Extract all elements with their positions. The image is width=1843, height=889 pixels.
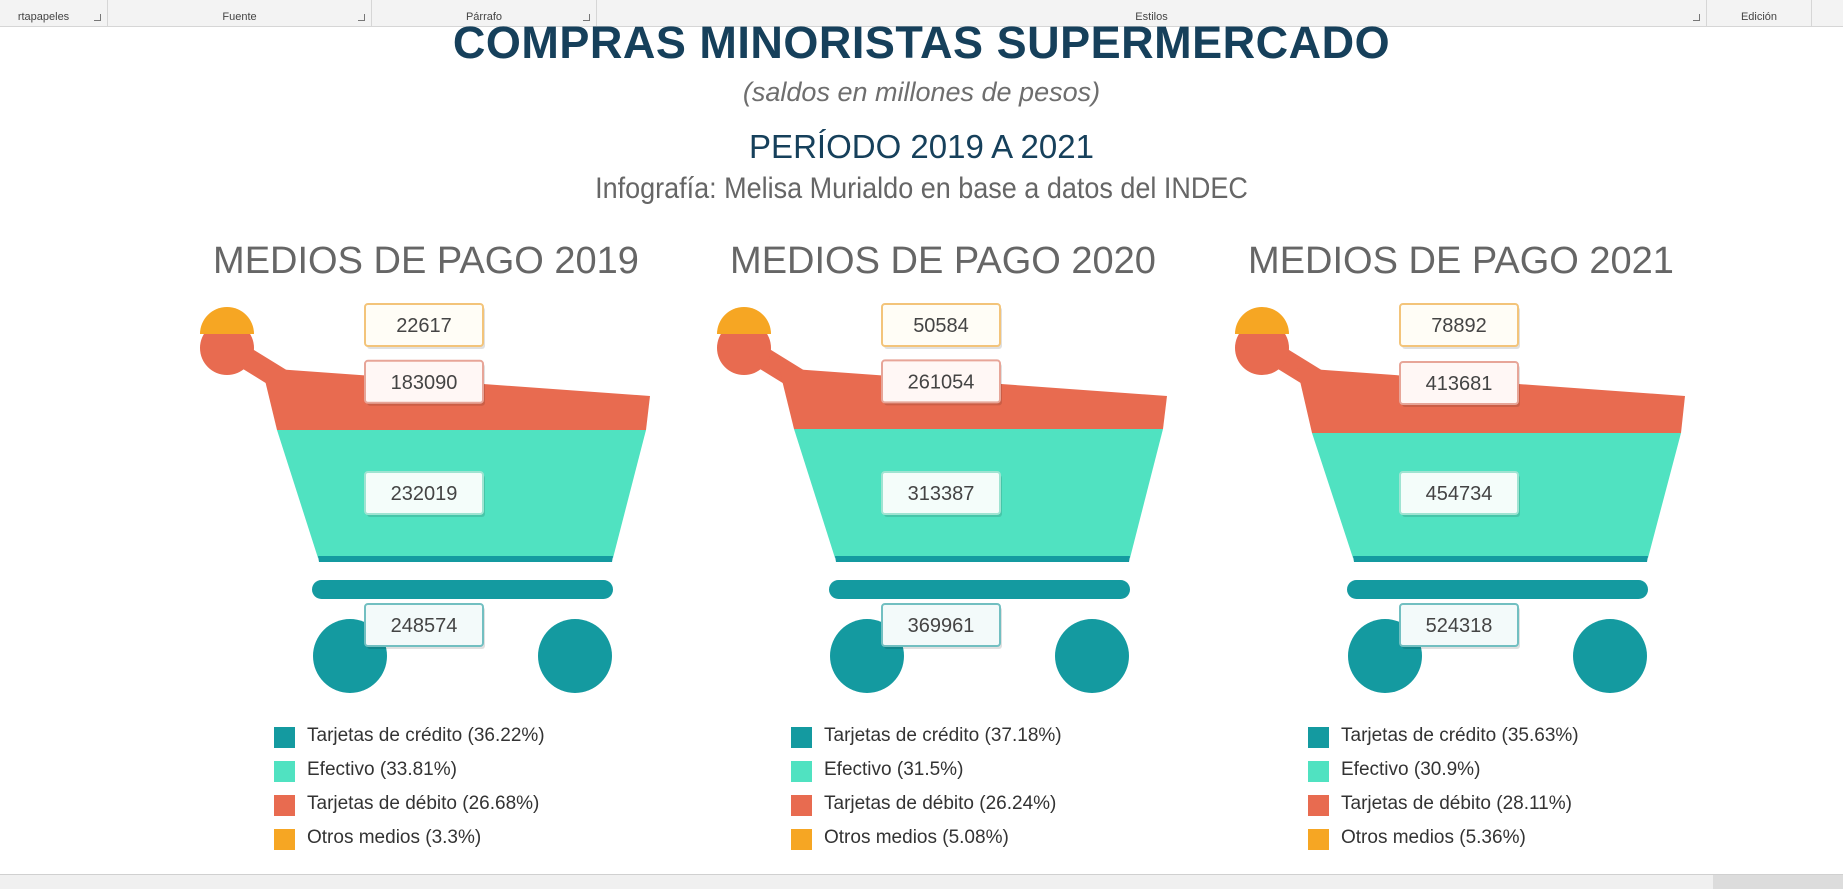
value-label-credito-text: 524318 — [1426, 615, 1493, 637]
legend-label: Otros medios (5.36%) — [1341, 827, 1526, 848]
cart-knob-otros — [717, 307, 771, 334]
ribbon-bar: rtapapeles Fuente Párrafo Estilos Edició… — [0, 0, 1843, 27]
cart-wheel-right — [1055, 619, 1129, 693]
legend-swatch — [274, 727, 295, 748]
cart-wheel-right — [538, 619, 612, 693]
dialog-launcher-icon[interactable] — [94, 14, 101, 21]
dialog-launcher-icon[interactable] — [358, 14, 365, 21]
cart-3: 78892 413681 454734 524318 — [1235, 303, 1685, 693]
basket-bottom — [1353, 556, 1648, 562]
value-label-credito — [1399, 603, 1519, 647]
value-label-credito — [881, 603, 1001, 647]
ribbon-group-paragraph: Párrafo — [372, 0, 597, 26]
legend-label: Otros medios (5.08%) — [824, 827, 1009, 848]
value-label-otros — [1399, 303, 1519, 347]
credit-line: Infografía: Melisa Murialdo en base a da… — [595, 172, 1248, 205]
cart-knob-otros — [1235, 307, 1289, 334]
cart-2: 50584 261054 313387 369961 — [717, 303, 1167, 693]
legend-swatch — [791, 829, 812, 850]
cart-wheel-right — [1573, 619, 1647, 693]
basket-bottom — [835, 556, 1130, 562]
horizontal-scrollbar[interactable] — [0, 874, 1843, 889]
value-label-efectivo-text: 313387 — [908, 483, 975, 505]
ribbon-group-label: rtapapeles — [17, 11, 70, 23]
legend-swatch — [274, 795, 295, 816]
value-label-otros-text: 22617 — [396, 315, 452, 337]
cart-1: 22617 183090 232019 248574 — [200, 303, 650, 693]
dialog-launcher-icon[interactable] — [583, 14, 590, 21]
legend-label: Efectivo (31.5%) — [824, 759, 964, 780]
legend-swatch — [1308, 761, 1329, 782]
ribbon-group-styles: Estilos — [597, 0, 1707, 26]
ribbon-group-label: Párrafo — [465, 11, 503, 23]
cart-knob-otros — [200, 307, 254, 334]
value-label-efectivo — [1399, 471, 1519, 515]
legend-swatch — [791, 795, 812, 816]
value-label-credito-text: 369961 — [908, 615, 975, 637]
value-label-debito — [364, 359, 484, 404]
ribbon-group-font: Fuente — [108, 0, 372, 26]
cart-knob-debito — [200, 321, 254, 375]
ribbon-group-label: Estilos — [1135, 11, 1168, 23]
legend-label: Efectivo (33.81%) — [307, 759, 457, 780]
dialog-launcher-icon[interactable] — [1693, 14, 1700, 21]
chart-title-2019: MEDIOS DE PAGO 2019 — [213, 240, 639, 282]
value-label-otros — [364, 303, 484, 347]
scrollbar-corner — [1713, 875, 1843, 889]
value-label-efectivo-text: 454734 — [1426, 483, 1493, 505]
ribbon-group-label: Edición — [1740, 11, 1778, 23]
cart-axle — [312, 580, 613, 599]
infographic-subtitle: (saldos en millones de pesos) — [742, 77, 1101, 107]
legend-label: Tarjetas de crédito (36.22%) — [307, 725, 545, 746]
cart-axle — [829, 580, 1130, 599]
legend-swatch — [1308, 727, 1329, 748]
value-label-debito-text: 261054 — [908, 371, 975, 393]
value-label-otros-text: 50584 — [913, 315, 969, 337]
legend-swatch — [274, 829, 295, 850]
value-label-debito — [1399, 361, 1519, 405]
chart-title-2021: MEDIOS DE PAGO 2021 — [1248, 240, 1674, 282]
legend-swatch — [791, 727, 812, 748]
value-label-debito-text: 183090 — [391, 372, 458, 394]
cart-axle — [1347, 580, 1648, 599]
legend-label: Tarjetas de débito (26.68%) — [307, 793, 540, 814]
value-label-debito — [881, 359, 1001, 404]
legend-label: Otros medios (3.3%) — [307, 827, 482, 848]
value-label-otros-text: 78892 — [1431, 315, 1487, 337]
value-label-efectivo — [364, 471, 484, 515]
legend-swatch — [274, 761, 295, 782]
ribbon-group-editing: Edición — [1707, 0, 1812, 26]
legend-label: Tarjetas de débito (28.11%) — [1341, 793, 1572, 814]
period-heading: PERÍODO 2019 A 2021 — [749, 128, 1094, 165]
ribbon-group-clipboard: rtapapeles — [0, 0, 108, 26]
legend-swatch — [791, 761, 812, 782]
chart-title-2020: MEDIOS DE PAGO 2020 — [730, 240, 1156, 282]
value-label-efectivo-text: 232019 — [391, 483, 458, 505]
legend-swatch — [1308, 795, 1329, 816]
legend-label: Tarjetas de débito (26.24%) — [824, 793, 1057, 814]
legend-swatch — [1308, 829, 1329, 850]
value-label-otros — [881, 303, 1001, 347]
basket-bottom — [318, 556, 613, 562]
legend-label: Tarjetas de crédito (37.18%) — [824, 725, 1062, 746]
legend-label: Efectivo (30.9%) — [1341, 759, 1481, 780]
value-label-credito-text: 248574 — [391, 615, 458, 637]
infographic-title: COMPRAS MINORISTAS SUPERMERCADO — [452, 17, 1391, 68]
value-label-credito — [364, 603, 484, 647]
value-label-debito-text: 413681 — [1426, 373, 1493, 395]
value-label-efectivo — [881, 471, 1001, 515]
legend-label: Tarjetas de crédito (35.63%) — [1341, 725, 1579, 746]
cart-knob-debito — [717, 321, 771, 375]
ribbon-group-label: Fuente — [222, 11, 257, 23]
cart-knob-debito — [1235, 321, 1289, 375]
